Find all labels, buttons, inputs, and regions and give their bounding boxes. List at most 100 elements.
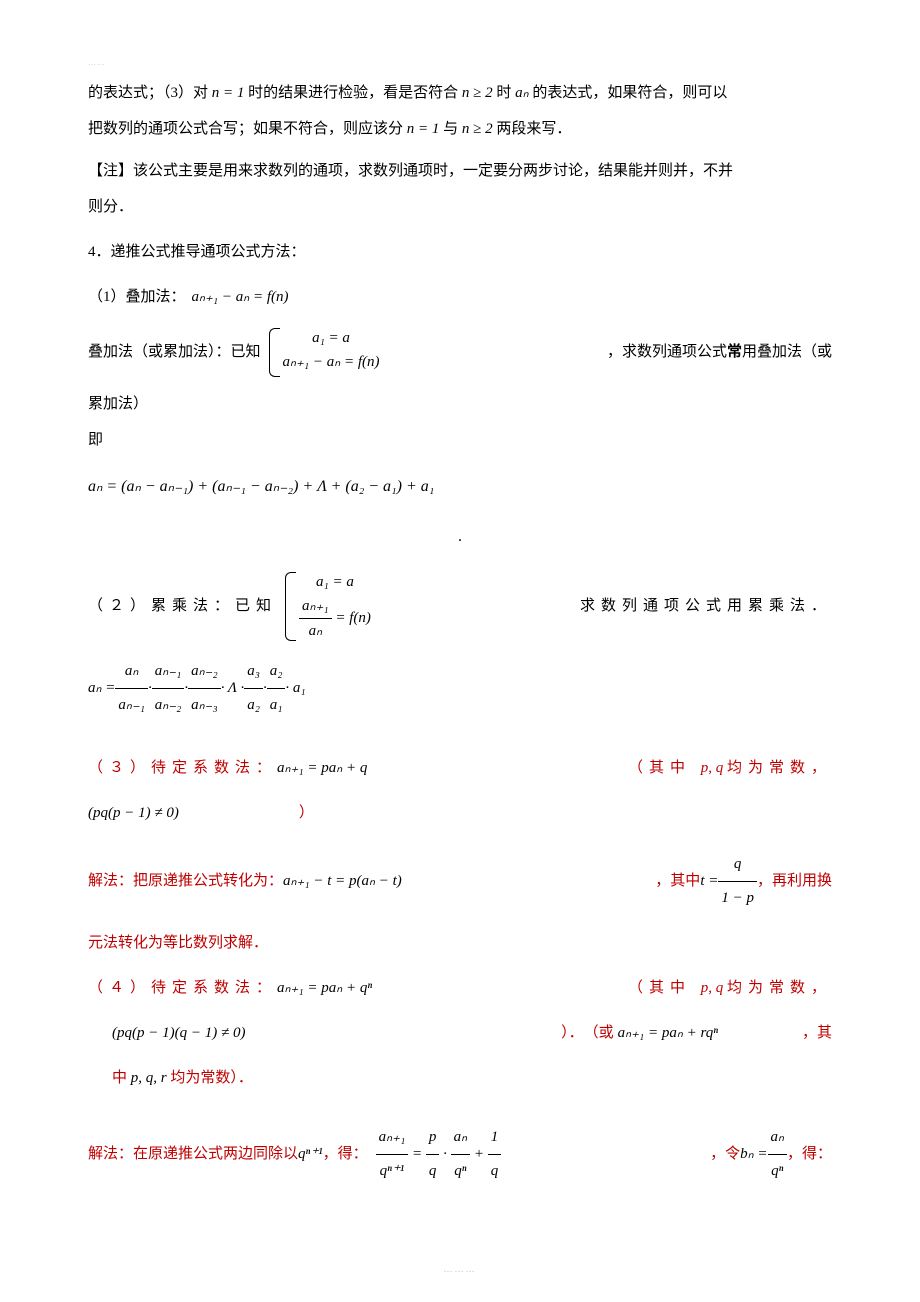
eq-a1-2: a₁ = a: [299, 570, 371, 594]
text: ，求数列通项公式: [607, 344, 727, 360]
watermark-top: ……: [88, 58, 106, 67]
text: 解法：把原递推公式转化为：: [88, 865, 283, 898]
f: qⁿ: [451, 1155, 470, 1188]
cond: (pq(p − 1)(q − 1) ≠ 0): [112, 1017, 245, 1050]
paren: ）: [299, 797, 314, 830]
text: 解法：在原递推公式两边同除以: [88, 1138, 298, 1171]
f: q: [718, 848, 757, 882]
method-1-given: 叠加法（或累加法）：已知 a₁ = a aₙ₊₁ − aₙ = f(n) ，求数…: [88, 326, 832, 379]
method-4-cond-2: 中 p, q, r 均为常数）．: [88, 1062, 832, 1095]
pqr: p, q, r: [131, 1070, 167, 1086]
text: 的表达式，如果符合，则可以: [532, 85, 727, 101]
text: ，其中: [655, 865, 700, 898]
text: 均为常数，: [727, 980, 832, 996]
text: 中: [112, 1070, 131, 1086]
text: 求数列通项公式用累乘法．: [580, 590, 832, 623]
method-4-solution: 解法：在原递推公式两边同除以 qⁿ⁺¹ ，得： aₙ₊₁qⁿ⁺¹ = pq · …: [88, 1121, 832, 1188]
frac-num: aₙ₊₁: [299, 594, 332, 619]
method-1-ie: 即: [88, 424, 832, 457]
text: ，令: [710, 1138, 740, 1171]
bn-eq: bₙ =: [740, 1138, 767, 1171]
math: n ≥ 2: [462, 121, 493, 137]
note-line-1: 【注】该公式主要是用来求数列的通项，求数列通项时，一定要分两步讨论，结果能并则并…: [88, 158, 832, 185]
f: aₙ₋₃: [188, 689, 221, 722]
text: （４）待定系数法：: [88, 972, 277, 1005]
method-2-expansion: aₙ = aₙaₙ₋₁ · aₙ₋₁aₙ₋₂ · aₙ₋₂aₙ₋₃ · Λ · …: [88, 655, 832, 722]
method-3-solution: 解法：把原递推公式转化为： aₙ₊₁ − t = p(aₙ − t) ，其中 t…: [88, 848, 832, 915]
note-line-2: 则分．: [88, 191, 832, 224]
f: aₙ: [768, 1121, 787, 1155]
math: n = 1: [407, 121, 440, 137]
f: q: [488, 1155, 502, 1188]
text: （其中: [628, 760, 701, 776]
text-bold: 常: [727, 344, 742, 360]
text: （其中: [628, 980, 701, 996]
text: 均为常数）．: [170, 1070, 253, 1086]
text: 叠加法（或累加法）：已知: [88, 336, 261, 369]
f: aₙ: [451, 1121, 470, 1155]
pq: p, q: [701, 760, 724, 776]
math-n1: n = 1: [212, 85, 245, 101]
text: 时的结果进行检验，看是否符合: [248, 85, 462, 101]
an-eq: aₙ =: [88, 672, 115, 705]
brace-system-2: a₁ = a aₙ₊₁aₙ = f(n): [281, 570, 371, 643]
f: qⁿ⁺¹: [376, 1155, 409, 1188]
f: a₃: [244, 655, 263, 689]
text: 均为常数，: [727, 760, 832, 776]
f: aₙ₋₂: [152, 689, 185, 722]
eq: =: [412, 1146, 426, 1162]
text: （２）累乘法：已知: [88, 590, 277, 623]
f: aₙ: [115, 655, 148, 689]
f: a₂: [267, 655, 286, 689]
math-n2: n ≥ 2: [462, 85, 493, 101]
method-4-cond: (pq(p − 1)(q − 1) ≠ 0) ）． （或 aₙ₊₁ = paₙ …: [88, 1017, 832, 1050]
text: ，得：: [323, 1138, 368, 1171]
a1: · a₁: [285, 672, 305, 705]
eq-ratio: aₙ₊₁aₙ = f(n): [299, 594, 371, 643]
text: 时: [496, 85, 515, 101]
method-3-title: （３）待定系数法： aₙ₊₁ = paₙ + q （其中 p, q 均为常数，: [88, 752, 832, 785]
text: 的表达式；（3）对: [88, 85, 212, 101]
method-3-solution-2: 元法转化为等比数列求解．: [88, 927, 832, 960]
text: （３）待定系数法：: [88, 752, 277, 785]
watermark-bottom: ………: [444, 1264, 477, 1274]
section-4-title: 4．递推公式推导通项公式方法：: [88, 236, 832, 269]
plus: +: [474, 1146, 488, 1162]
eq-diff: aₙ₊₁ − aₙ = f(n): [283, 350, 380, 374]
pq: p, q: [701, 980, 724, 996]
method-1-title: （1）叠加法： aₙ₊₁ − aₙ = f(n): [88, 281, 832, 314]
f: aₙ₋₂: [188, 655, 221, 689]
method-1-expansion: aₙ = (aₙ − aₙ₋₁) + (aₙ₋₁ − aₙ₋₂) + Λ + (…: [88, 469, 832, 504]
method-4-title: （４）待定系数法： aₙ₊₁ = paₙ + qⁿ （其中 p, q 均为常数，: [88, 972, 832, 1005]
f: aₙ₋₁: [115, 689, 148, 722]
text: （1）叠加法：: [88, 281, 186, 314]
eq-rhs: = f(n): [335, 610, 371, 626]
math-exp: aₙ₊₁ = paₙ + qⁿ: [277, 972, 372, 1005]
text: 与: [443, 121, 462, 137]
separator-dot: .: [458, 528, 462, 545]
transform: aₙ₊₁ − t = p(aₙ − t): [283, 865, 402, 898]
text: 两段来写．: [496, 121, 571, 137]
para-1-line-2: 把数列的通项公式合写；如果不符合，则应该分 n = 1 与 n ≥ 2 两段来写…: [88, 113, 832, 146]
text: ，其: [802, 1017, 832, 1050]
cond: (pq(p − 1) ≠ 0): [88, 797, 179, 830]
text: ，得：: [787, 1138, 832, 1171]
f: 1 − p: [718, 882, 757, 915]
brace-system-1: a₁ = a aₙ₊₁ − aₙ = f(n): [265, 326, 380, 379]
para-1-line-1: 的表达式；（3）对 n = 1 时的结果进行检验，看是否符合 n ≥ 2 时 a…: [88, 80, 832, 107]
f: qⁿ: [768, 1155, 787, 1188]
dot: ·: [443, 1146, 451, 1162]
text: ，再利用换: [757, 865, 832, 898]
f: aₙ₊₁: [376, 1121, 409, 1155]
math-linear: aₙ₊₁ = paₙ + q: [277, 752, 367, 785]
alt-recurrence: aₙ₊₁ = paₙ + rqⁿ: [618, 1017, 718, 1050]
t-eq: t =: [700, 865, 718, 898]
lambda: · Λ ·: [221, 672, 245, 705]
method-1-cont: 累加法）: [88, 391, 832, 418]
f: q: [426, 1155, 440, 1188]
method-3-cond: (pq(p − 1) ≠ 0) ）: [88, 797, 832, 830]
math-recurrence-add: aₙ₊₁ − aₙ = f(n): [192, 281, 289, 314]
f: aₙ₋₁: [152, 655, 185, 689]
f: a₂: [244, 689, 263, 722]
eq-a1: a₁ = a: [283, 326, 380, 350]
